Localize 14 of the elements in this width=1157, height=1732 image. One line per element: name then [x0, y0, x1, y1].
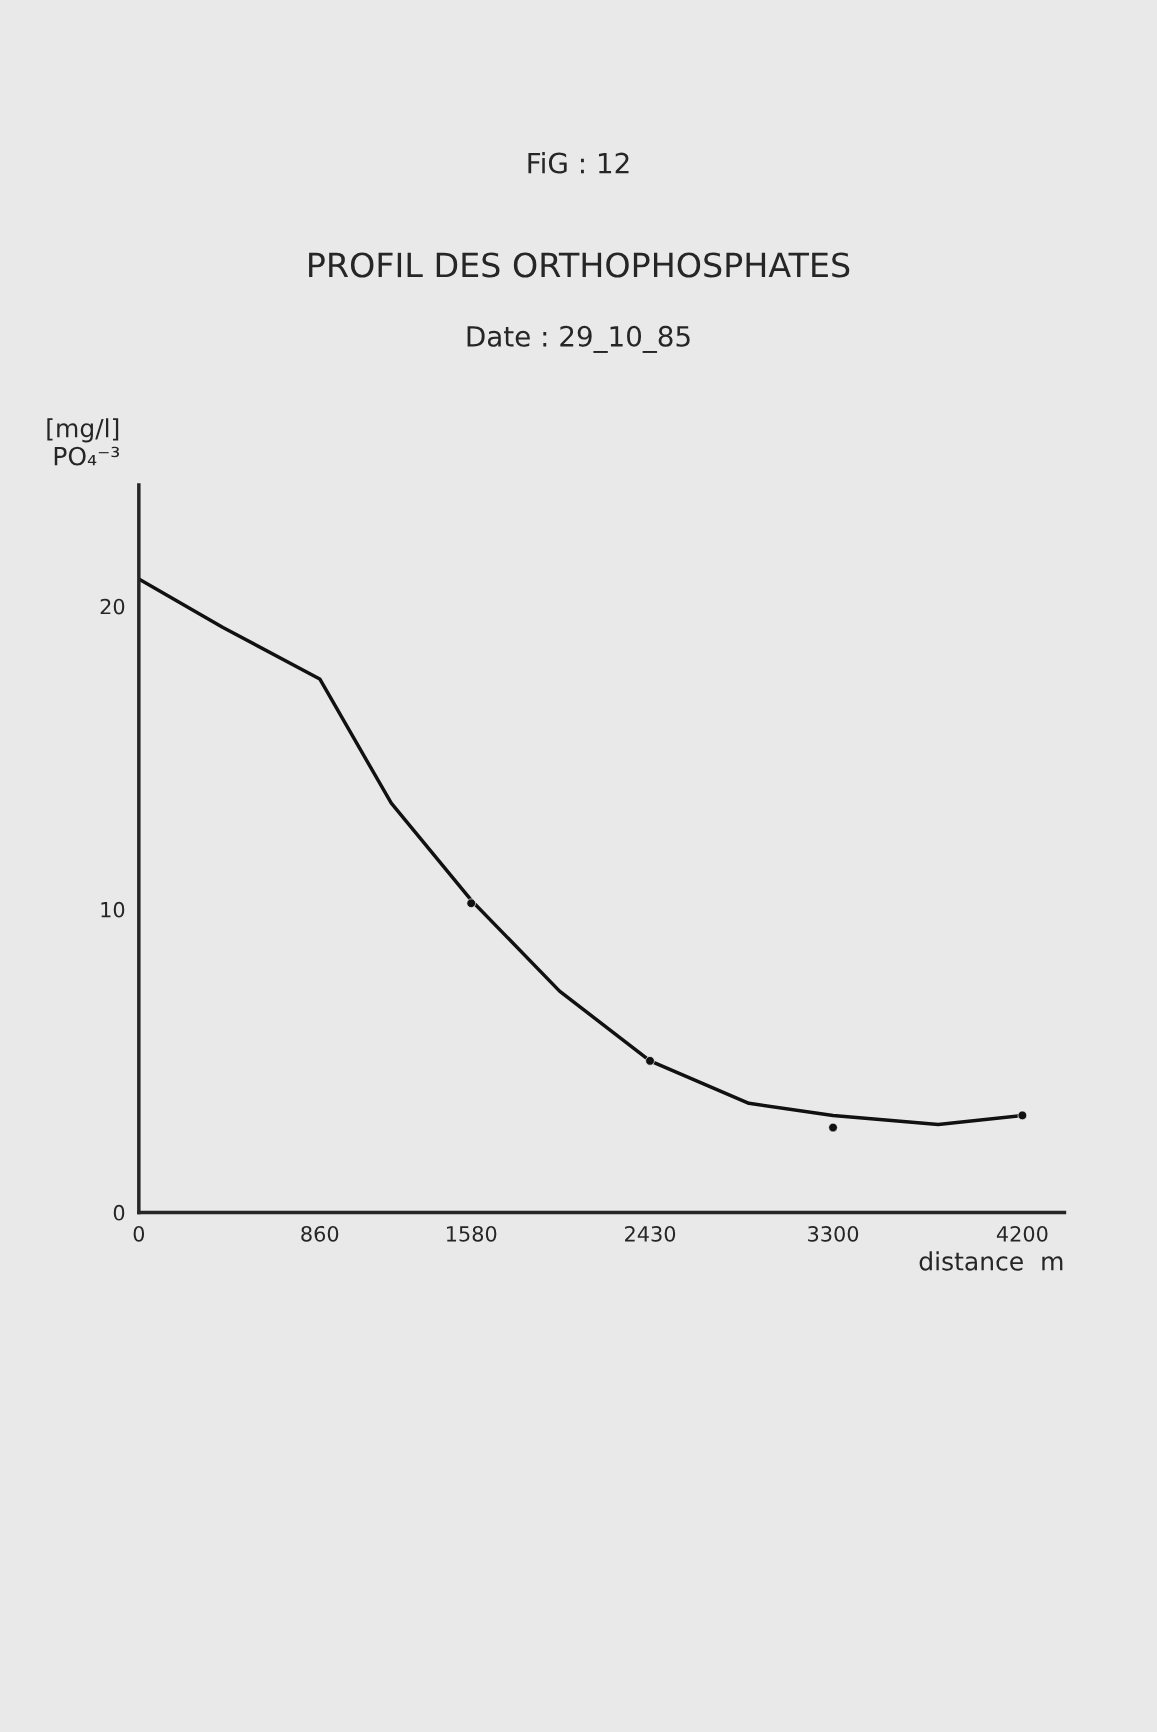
- chart-subtitle: Date : 29_10_85: [467, 325, 690, 353]
- x-tick-label: 2430: [625, 1225, 676, 1242]
- x-tick-label: 3300: [808, 1225, 859, 1242]
- y-tick-label: 0: [113, 1204, 125, 1221]
- x-tick-label: 1580: [446, 1225, 497, 1242]
- x-tick-label: 0: [133, 1225, 145, 1242]
- y-tick-label: 10: [101, 901, 125, 918]
- y-axis-title: [mg/l] PO₄⁻³: [47, 418, 120, 466]
- text: FiG : 12: [528, 152, 629, 174]
- x-tick-label: 860: [301, 1225, 339, 1242]
- x-tick-label: 4200: [996, 1225, 1048, 1242]
- chart-title: PROFIL DES ORTHOPHOSPHATES: [309, 252, 850, 278]
- x-axis-title: distance m: [919, 1251, 1063, 1271]
- y-tick-label: 20: [100, 598, 125, 615]
